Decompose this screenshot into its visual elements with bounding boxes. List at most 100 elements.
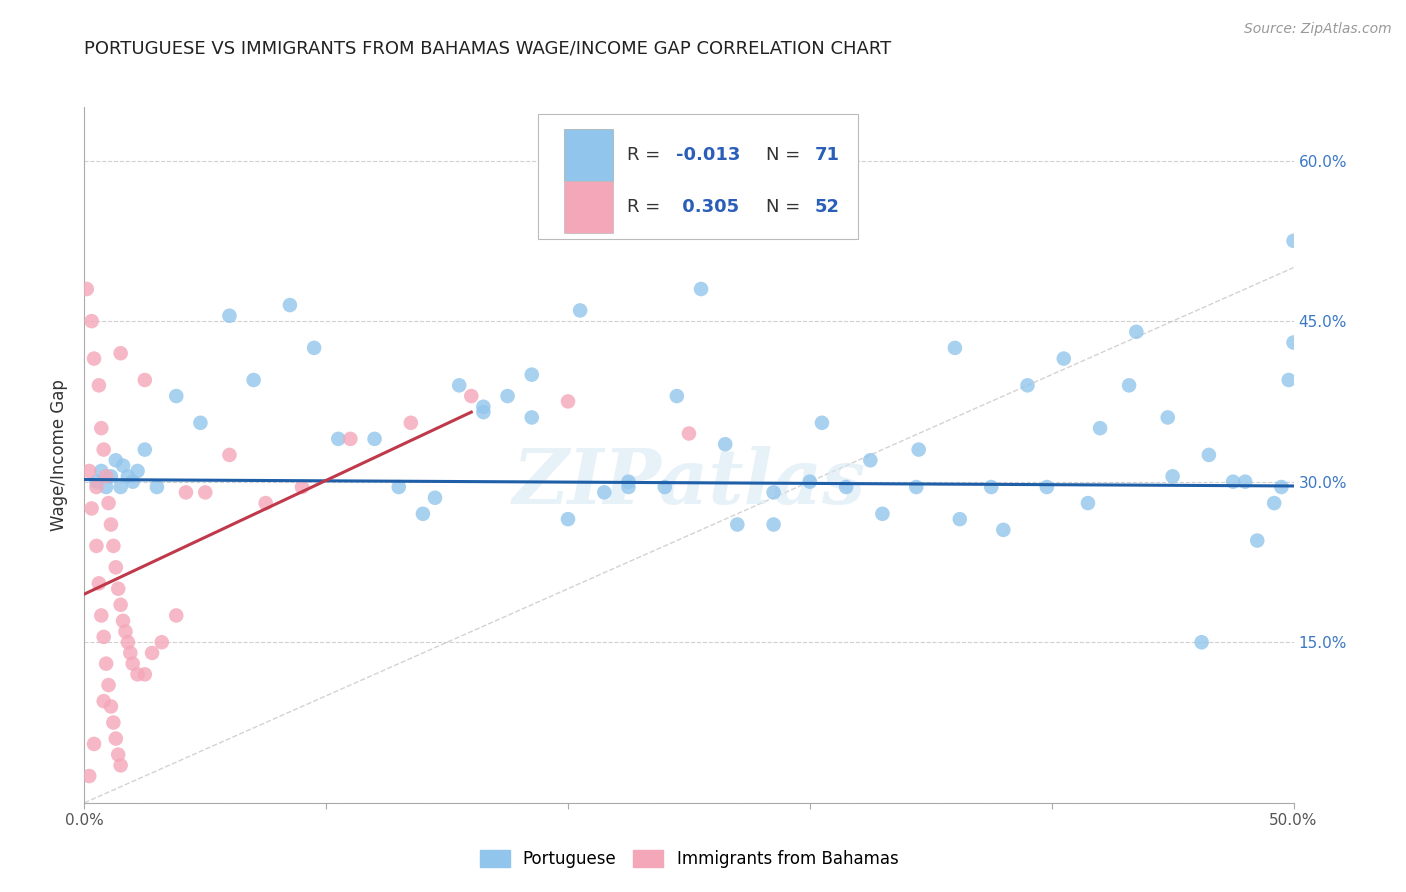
Text: -0.013: -0.013 xyxy=(676,145,740,164)
Point xyxy=(278,298,301,312)
Point xyxy=(110,598,132,612)
Point xyxy=(363,432,385,446)
Point xyxy=(993,523,1015,537)
Point xyxy=(399,416,422,430)
Point xyxy=(569,303,592,318)
Point xyxy=(97,496,120,510)
Point xyxy=(905,480,928,494)
Point xyxy=(980,480,1002,494)
Point xyxy=(388,480,411,494)
Point xyxy=(100,469,122,483)
Point xyxy=(690,282,713,296)
Point xyxy=(472,405,495,419)
Text: R =: R = xyxy=(627,198,666,216)
Point xyxy=(93,694,115,708)
Point xyxy=(254,496,277,510)
Point xyxy=(80,314,103,328)
Point xyxy=(93,442,115,457)
Point xyxy=(77,464,100,478)
Point xyxy=(520,368,543,382)
Point xyxy=(83,737,105,751)
Point xyxy=(1191,635,1213,649)
Point xyxy=(218,309,240,323)
Point xyxy=(194,485,217,500)
Point xyxy=(103,715,125,730)
Point xyxy=(472,400,495,414)
Legend: Portuguese, Immigrants from Bahamas: Portuguese, Immigrants from Bahamas xyxy=(472,843,905,874)
Point xyxy=(1282,335,1305,350)
Point xyxy=(1077,496,1099,510)
Point xyxy=(943,341,966,355)
Point xyxy=(86,480,108,494)
Point xyxy=(1246,533,1268,548)
Point xyxy=(1234,475,1257,489)
Text: Source: ZipAtlas.com: Source: ZipAtlas.com xyxy=(1244,22,1392,37)
Point xyxy=(1198,448,1220,462)
FancyBboxPatch shape xyxy=(564,128,613,181)
Point xyxy=(174,485,197,500)
Point xyxy=(134,667,156,681)
Point xyxy=(104,731,127,746)
Point xyxy=(423,491,446,505)
Point xyxy=(1036,480,1059,494)
Y-axis label: Wage/Income Gap: Wage/Income Gap xyxy=(51,379,69,531)
Point xyxy=(90,608,112,623)
Point xyxy=(1222,475,1244,489)
Point xyxy=(86,539,108,553)
Text: 52: 52 xyxy=(814,198,839,216)
Point xyxy=(678,426,700,441)
Point xyxy=(593,485,616,500)
Point xyxy=(104,453,127,467)
Point xyxy=(112,458,135,473)
Point xyxy=(120,646,142,660)
Text: 0.305: 0.305 xyxy=(676,198,738,216)
Point xyxy=(165,608,187,623)
Point xyxy=(617,475,640,489)
Point xyxy=(150,635,173,649)
Point xyxy=(1017,378,1039,392)
Point xyxy=(339,432,361,446)
Point xyxy=(907,442,929,457)
Point xyxy=(190,416,212,430)
Point xyxy=(121,657,143,671)
Point xyxy=(87,576,110,591)
Point xyxy=(107,582,129,596)
Point xyxy=(460,389,482,403)
Point xyxy=(762,517,785,532)
Point xyxy=(811,416,834,430)
Text: N =: N = xyxy=(766,198,806,216)
Point xyxy=(94,480,117,494)
Point xyxy=(1282,234,1305,248)
Point xyxy=(134,442,156,457)
Point xyxy=(520,410,543,425)
Point xyxy=(127,667,149,681)
Point xyxy=(328,432,350,446)
Point xyxy=(107,747,129,762)
Point xyxy=(835,480,858,494)
Point xyxy=(496,389,519,403)
Point xyxy=(110,346,132,360)
Text: PORTUGUESE VS IMMIGRANTS FROM BAHAMAS WAGE/INCOME GAP CORRELATION CHART: PORTUGUESE VS IMMIGRANTS FROM BAHAMAS WA… xyxy=(84,40,891,58)
Point xyxy=(127,464,149,478)
Point xyxy=(114,624,136,639)
Point xyxy=(762,485,785,500)
Point xyxy=(93,630,115,644)
Point xyxy=(117,635,139,649)
Point xyxy=(799,475,821,489)
Point xyxy=(112,614,135,628)
Point xyxy=(242,373,264,387)
Text: N =: N = xyxy=(766,145,806,164)
Point xyxy=(134,373,156,387)
Point xyxy=(97,678,120,692)
Point xyxy=(557,394,579,409)
Point xyxy=(1263,496,1285,510)
Point xyxy=(617,480,640,494)
Point xyxy=(117,469,139,483)
Point xyxy=(110,758,132,772)
Point xyxy=(1161,469,1184,483)
Point xyxy=(654,480,676,494)
Point xyxy=(218,448,240,462)
Point xyxy=(1088,421,1111,435)
Point xyxy=(1118,378,1140,392)
Point xyxy=(557,512,579,526)
